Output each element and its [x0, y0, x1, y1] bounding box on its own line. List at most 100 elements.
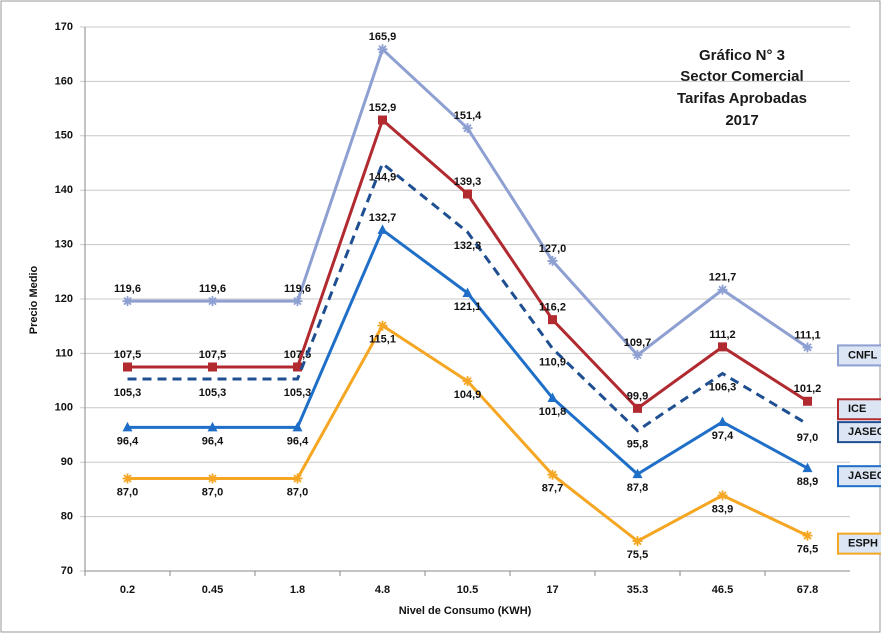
legend-box: [837, 465, 881, 488]
data-label: 87,0: [202, 486, 223, 498]
legend-label: JASEC Pro: [848, 426, 881, 438]
marker: [717, 490, 728, 501]
data-label: 119,6: [199, 283, 226, 295]
y-tick-label: 170: [55, 21, 73, 33]
marker: [632, 350, 643, 361]
marker: [292, 473, 303, 484]
data-label: 115,1: [369, 334, 396, 346]
marker: [378, 115, 387, 125]
data-label: 109,7: [624, 337, 652, 349]
marker: [293, 362, 302, 372]
data-label: 99,9: [627, 390, 648, 402]
marker: [547, 255, 558, 266]
marker: [122, 296, 133, 307]
legend-label: ICE: [848, 403, 866, 415]
data-label: 96,4: [117, 435, 139, 447]
marker: [208, 362, 217, 372]
marker: [123, 362, 132, 372]
y-tick-label: 90: [61, 456, 73, 468]
x-tick-label: 17: [546, 584, 558, 596]
y-tick-label: 160: [55, 75, 73, 87]
data-label: 116,2: [539, 302, 566, 314]
y-tick-label: 70: [61, 565, 73, 577]
marker: [632, 536, 643, 547]
x-tick-label: 10.5: [457, 584, 478, 596]
data-label: 144,9: [369, 171, 397, 183]
marker: [717, 284, 728, 295]
data-label: 111,1: [794, 329, 820, 341]
marker: [462, 287, 473, 298]
y-tick-label: 140: [55, 184, 73, 196]
data-label: 151,4: [454, 110, 482, 122]
y-tick-label: 100: [55, 402, 73, 414]
marker: [802, 462, 813, 473]
marker: [122, 421, 133, 432]
y-tick-label: 120: [55, 293, 73, 305]
marker: [548, 315, 557, 325]
marker: [122, 473, 133, 484]
data-label: 152,9: [369, 102, 397, 114]
data-label: 107,5: [114, 349, 142, 361]
marker: [377, 224, 388, 234]
marker: [717, 416, 728, 426]
data-label: 87,7: [542, 483, 563, 495]
data-label: 165,9: [369, 31, 397, 43]
marker: [292, 421, 303, 432]
data-label: 87,0: [117, 486, 138, 498]
data-label: 127,0: [539, 243, 567, 255]
data-label: 96,4: [202, 435, 224, 447]
data-label: 87,8: [627, 482, 648, 494]
data-label: 105,3: [284, 387, 312, 399]
data-label: 97,4: [712, 430, 734, 442]
marker: [633, 403, 642, 413]
x-tick-label: 67.8: [797, 584, 818, 596]
marker: [462, 123, 473, 134]
x-tick-label: 0.2: [120, 584, 135, 596]
marker: [377, 44, 388, 55]
x-axis-label: Nivel de Consumo (KWH): [399, 605, 532, 617]
marker: [547, 469, 558, 480]
series-line: [127, 161, 809, 433]
marker: [292, 296, 303, 307]
marker: [803, 396, 812, 406]
data-label: 83,9: [712, 503, 733, 515]
data-label: 104,9: [454, 389, 482, 401]
marker: [547, 392, 558, 403]
legend-label: CNFL: [848, 349, 878, 361]
data-label: 107,5: [284, 349, 312, 361]
data-label: 121,1: [454, 301, 482, 313]
chart-title: 2017: [725, 112, 758, 129]
legend-label: JASEC Ac: [848, 470, 881, 482]
marker: [207, 473, 218, 484]
y-axis-label: Precio Medio: [28, 265, 40, 334]
marker: [802, 530, 813, 541]
data-label: 76,5: [797, 544, 818, 556]
data-label: 105,3: [199, 387, 227, 399]
x-tick-label: 46.5: [712, 584, 733, 596]
chart-title: Gráfico N° 3: [699, 47, 785, 64]
legend-box: [837, 532, 881, 555]
data-label: 119,6: [284, 283, 311, 295]
data-label: 121,7: [709, 272, 737, 284]
data-label: 106,3: [709, 381, 737, 393]
data-label: 111,2: [709, 329, 735, 341]
data-label: 105,3: [114, 387, 142, 399]
data-label: 119,6: [114, 283, 141, 295]
data-label: 101,2: [794, 383, 822, 395]
marker: [802, 342, 813, 353]
x-tick-label: 0.45: [202, 584, 223, 596]
marker: [463, 189, 472, 199]
data-label: 107,5: [199, 349, 227, 361]
chart-title: Sector Comercial: [680, 68, 803, 85]
legend-box: [837, 344, 881, 367]
data-label: 132,3: [454, 240, 482, 252]
marker: [462, 376, 473, 387]
marker: [632, 468, 643, 479]
data-label: 132,7: [369, 212, 397, 224]
data-label: 139,3: [454, 176, 482, 188]
data-label: 75,5: [627, 549, 648, 561]
x-tick-label: 35.3: [627, 584, 648, 596]
data-label: 96,4: [287, 435, 309, 447]
